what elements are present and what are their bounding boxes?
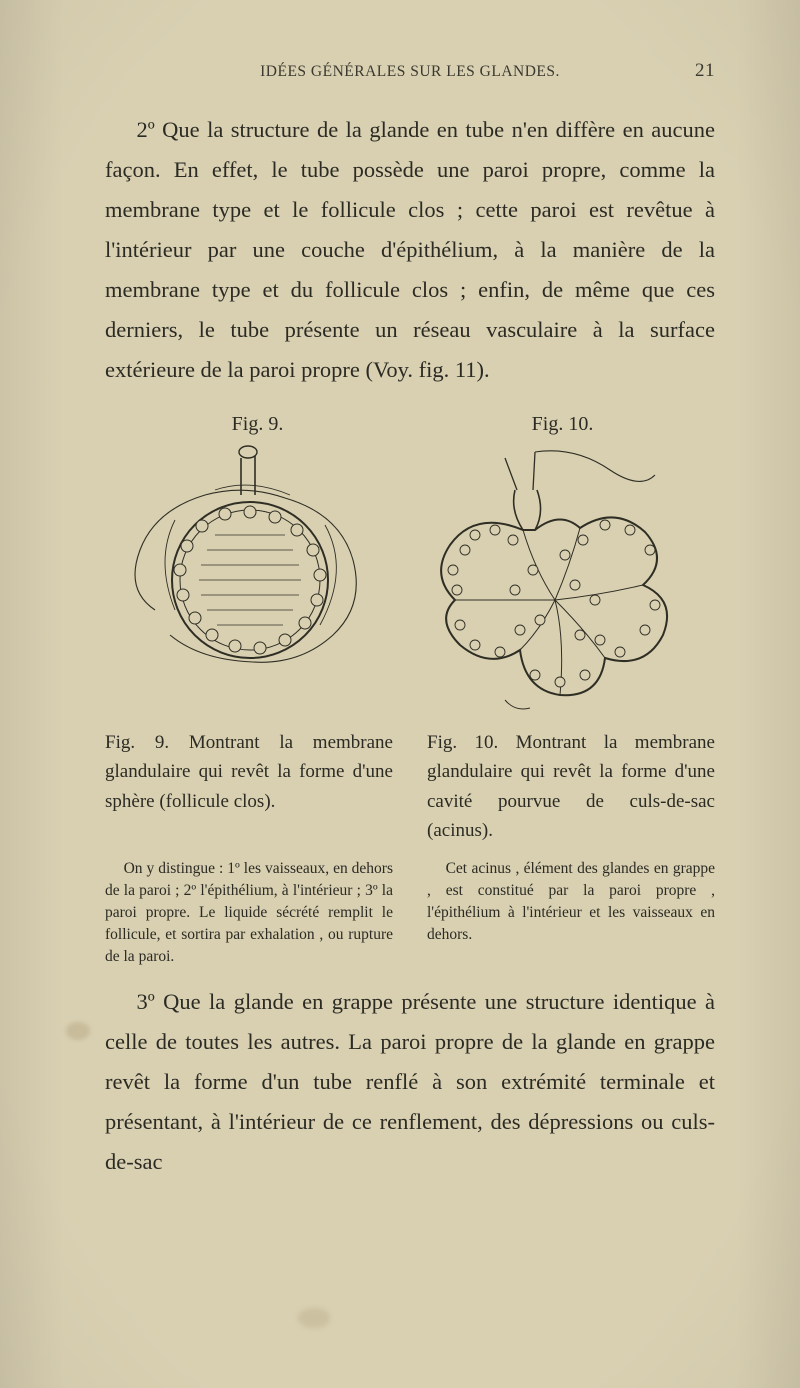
caption-10-lead: Fig. 10. Montrant la membrane: [427, 732, 715, 753]
note-fig-10: Cet acinus , élément des glandes en grap…: [427, 858, 715, 968]
page: IDÉES GÉNÉRALES SUR LES GLANDES. 21 2º Q…: [0, 0, 800, 1388]
paragraph-1: 2º Que la structure de la glande en tube…: [105, 110, 715, 390]
note-fig-9: On y distingue : 1º les vaisseaux, en de…: [105, 858, 393, 968]
foxing-stain: [66, 1022, 90, 1040]
page-number: 21: [675, 60, 715, 82]
foxing-stain: [298, 1308, 330, 1328]
figure-10-illustration: [405, 440, 705, 720]
running-title: IDÉES GÉNÉRALES SUR LES GLANDES.: [145, 63, 675, 81]
caption-9-rest: glandulaire qui revêt la forme d'une sph…: [105, 761, 393, 811]
figure-9-label: Fig. 9.: [105, 413, 410, 436]
notes-row: On y distingue : 1º les vaisseaux, en de…: [105, 858, 715, 968]
figures-area: [105, 440, 715, 720]
running-head: IDÉES GÉNÉRALES SUR LES GLANDES. 21: [105, 60, 715, 82]
caption-fig-9: Fig. 9. Montrant la membrane glandulaire…: [105, 728, 393, 846]
captions-row: Fig. 9. Montrant la membrane glandulaire…: [105, 728, 715, 846]
caption-9-lead: Fig. 9. Montrant la membrane: [105, 732, 393, 753]
figure-10-label: Fig. 10.: [410, 413, 715, 436]
caption-fig-10: Fig. 10. Montrant la membrane glandulair…: [427, 728, 715, 846]
paragraph-2: 3º Que la glande en grappe présente une …: [105, 982, 715, 1182]
caption-10-rest: glandulaire qui revêt la forme d'une cav…: [427, 761, 715, 841]
figure-labels-row: Fig. 9. Fig. 10.: [105, 413, 715, 436]
figure-9-illustration: [115, 440, 385, 700]
